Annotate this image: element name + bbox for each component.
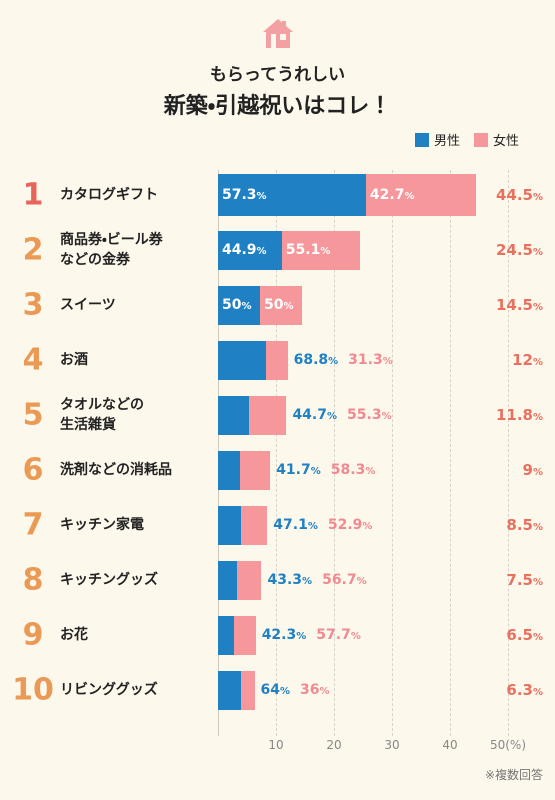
value-label: 64% [260, 682, 291, 698]
legend-swatch [414, 132, 429, 147]
total-label: 24.5% [495, 241, 543, 259]
legend-item: 男性 [414, 130, 460, 149]
rank: 7 [22, 507, 44, 543]
x-tick-label: 10 [268, 738, 284, 752]
bar-segment [233, 615, 256, 655]
title-line: もらってうれしい [209, 65, 346, 85]
value-label: 50% [222, 297, 252, 313]
value-label: 55.3% [347, 407, 392, 423]
value-label: 42.7% [369, 187, 415, 203]
category-label: タオルなどの 生活雑貨 [60, 397, 144, 433]
bar-segment [218, 505, 242, 545]
bar-segment [241, 670, 255, 710]
rank: 8 [22, 562, 44, 598]
rank: 10 [12, 672, 54, 708]
x-tick-label: 50(%) [489, 738, 527, 752]
rank: 6 [22, 452, 44, 488]
legend-swatch [473, 132, 488, 147]
bar-segment [218, 174, 366, 216]
value-label: 57.7% [316, 627, 361, 643]
total-label: 12% [512, 351, 543, 369]
value-label: 50% [264, 297, 294, 313]
total-label: 14.5% [495, 296, 543, 314]
value-label: 41.7% [276, 462, 321, 478]
value-label: 42.3% [261, 627, 307, 643]
bar-segment [260, 285, 303, 325]
bar-segment [218, 395, 249, 435]
category-label: カタログギフト [60, 187, 158, 203]
category-label: スイーツ [60, 297, 116, 313]
bar-segment [218, 285, 261, 325]
grid-line [276, 170, 277, 736]
bar-segment [218, 615, 234, 655]
value-label: 44.7% [292, 407, 338, 423]
category-label: お酒 [60, 352, 88, 368]
rank: 9 [22, 617, 44, 653]
grid-line [334, 170, 335, 736]
rank: 2 [22, 232, 44, 268]
bar-segment [218, 450, 240, 490]
total-label: 11.8% [495, 406, 543, 424]
category-label: リビンググッズ [60, 682, 158, 698]
bar-segment [241, 505, 268, 545]
bar-segment [218, 560, 237, 600]
rank: 5 [22, 397, 44, 433]
bar-segment [239, 450, 271, 490]
value-label: 56.7% [322, 572, 367, 588]
category-label: 洗剤などの消耗品 [60, 462, 172, 478]
value-label: 58.3% [330, 462, 376, 478]
bar-segment [236, 560, 262, 600]
bar-segment [218, 340, 266, 380]
rank: 3 [22, 287, 44, 323]
grid-line [450, 170, 451, 736]
legend-item: 女性 [473, 130, 519, 149]
value-label: 68.8% [293, 352, 339, 368]
legend-label: 女性 [492, 134, 519, 149]
bar-segment [248, 395, 287, 435]
value-label: 36% [300, 682, 330, 698]
total-label: 9% [522, 461, 543, 479]
total-label: 6.5% [506, 626, 543, 644]
total-label: 8.5% [506, 516, 543, 534]
value-label: 31.3% [348, 352, 393, 368]
rank: 1 [22, 177, 44, 213]
bar-segment [281, 230, 361, 270]
house-icon [263, 19, 293, 48]
legend: 男性 女性 [414, 130, 519, 149]
total-label: 7.5% [506, 571, 543, 589]
category-label: 商品券・ビール券 などの金券 [60, 232, 163, 268]
x-tick-label: 30 [384, 738, 400, 752]
bar-segment [218, 670, 242, 710]
x-tick-label: 40 [442, 738, 458, 752]
category-label: お花 [60, 627, 88, 643]
total-label: 6.3% [506, 681, 543, 699]
total-label: 44.5% [495, 186, 543, 204]
rank: 4 [22, 342, 44, 378]
bar-segment [265, 340, 288, 380]
value-label: 55.1% [285, 242, 331, 258]
note: ※複数回答 [484, 768, 543, 782]
bar-segment [365, 174, 477, 216]
bar-segment [218, 230, 282, 270]
grid-line [392, 170, 393, 736]
value-label: 52.9% [327, 517, 373, 533]
value-label: 57.3% [222, 187, 267, 203]
category-label: キッチン家電 [60, 517, 144, 533]
title-line: 新築・引越祝いはコレ！ [163, 94, 392, 119]
category-label: キッチングッズ [60, 572, 158, 588]
value-label: 43.3% [267, 572, 313, 588]
value-label: 44.9% [222, 242, 267, 258]
x-tick-label: 20 [326, 738, 342, 752]
legend-label: 男性 [433, 134, 460, 149]
value-label: 47.1% [273, 517, 318, 533]
grid-line [508, 170, 509, 736]
